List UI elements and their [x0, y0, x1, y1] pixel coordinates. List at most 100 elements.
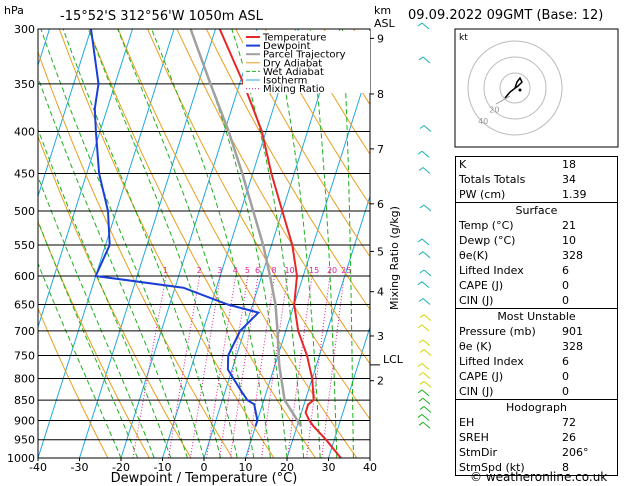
km-tick-label: 3 — [377, 330, 384, 343]
index-label: StmSpd (kt) — [459, 461, 525, 474]
x-tick-label: -10 — [154, 461, 172, 474]
pressure-tick-label: 800 — [14, 372, 35, 385]
most-unstable-section: Most Unstable — [455, 308, 618, 324]
legend-entry: Temperature — [262, 33, 326, 44]
mixing-ratio-line — [167, 275, 201, 458]
dry-adiabat-line — [38, 307, 109, 458]
pressure-tick-label: 650 — [14, 299, 35, 312]
most-unstable-row: CAPE (J) 0 — [456, 369, 618, 384]
wind-barb — [421, 414, 430, 421]
index-value: 0 — [562, 385, 569, 398]
hodograph-ring — [467, 40, 563, 136]
wind-barb — [422, 56, 431, 64]
pressure-tick-label: 700 — [14, 325, 35, 338]
km-tick-label: 4 — [377, 286, 384, 299]
run-date: 09.09.2022 09GMT (Base: 12) — [408, 8, 604, 23]
index-label: θe(K) — [459, 249, 489, 262]
mixing-ratio-label: 4 — [233, 266, 238, 275]
hodograph-ring-label: 40 — [478, 117, 488, 126]
dry-adiabat-line — [618, 29, 629, 458]
index-label: Lifted Index — [459, 355, 524, 368]
hodograph-storm-point — [518, 88, 522, 92]
pressure-tick-label: 550 — [14, 239, 35, 252]
hodograph-row: StmDir 206° — [456, 445, 618, 460]
hodograph-ring-label: 20 — [489, 106, 499, 115]
wind-barb-flag — [417, 389, 423, 394]
wind-barb — [423, 204, 432, 212]
hodograph-section: Hodograph — [455, 399, 618, 415]
most-unstable-row: θe (K) 328 — [456, 339, 618, 354]
mixing-ratio-line — [229, 275, 259, 458]
wind-barb — [421, 389, 430, 397]
wind-barb — [423, 380, 432, 388]
pressure-tick-label: 400 — [14, 126, 35, 139]
index-value: 8 — [562, 461, 569, 474]
hpa-unit-label: hPa — [4, 4, 24, 17]
mixing-ratio-line — [287, 275, 313, 458]
hodograph-row: StmSpd (kt) 8 — [456, 460, 618, 476]
wind-barb — [422, 372, 431, 379]
wind-barb-flag — [419, 406, 425, 410]
index-label: EH — [459, 416, 475, 429]
x-tick-label: 40 — [363, 461, 377, 474]
km-tick-label: 9 — [377, 32, 384, 45]
wind-barb — [421, 324, 430, 332]
hodograph-frame — [454, 28, 619, 148]
legend-entry: Mixing Ratio — [263, 84, 325, 95]
isotherm-line — [0, 29, 8, 458]
km-unit-label: km — [374, 4, 391, 17]
mixing-ratio-label: 25 — [341, 266, 351, 275]
index-value: 0 — [562, 279, 569, 292]
dry-adiabat-line — [294, 29, 370, 156]
x-tick-label: -20 — [112, 461, 130, 474]
pressure-tick-label: 850 — [14, 394, 35, 407]
wind-barb — [423, 314, 432, 321]
mixing-ratio-line — [206, 275, 237, 458]
wind-barb — [421, 281, 430, 289]
wind-barb — [422, 397, 431, 405]
mixing-ratio-axis-label: Mixing Ratio (g/kg) — [388, 206, 401, 310]
mixing-ratio-line — [189, 275, 221, 458]
index-row: PW (cm) 1.39 — [456, 187, 618, 203]
wind-barb-flag — [417, 363, 423, 367]
isotherm-line — [203, 29, 341, 458]
index-value: 0 — [562, 294, 569, 307]
wind-barb — [423, 349, 432, 356]
temperature-profile — [218, 29, 342, 458]
x-tick-label: 10 — [239, 461, 253, 474]
wind-barb-flag — [419, 349, 425, 353]
index-value: 10 — [562, 234, 576, 247]
surface-row: Lifted Index 6 — [456, 263, 618, 278]
location-title: -15°52'S 312°56'W 1050m ASL — [60, 9, 264, 24]
wind-barb-flag — [418, 339, 424, 344]
wind-barb — [421, 22, 430, 30]
pressure-tick-label: 450 — [14, 167, 35, 180]
index-label: Temp (°C) — [459, 219, 514, 232]
index-value: 6 — [562, 355, 569, 368]
hodograph-kt-label: kt — [459, 33, 468, 43]
isotherm-line — [120, 29, 258, 458]
mixing-ratio-label: 1 — [163, 266, 168, 275]
mixing-ratio-line — [306, 275, 331, 458]
x-tick-label: 20 — [280, 461, 294, 474]
isotherm-line — [286, 194, 370, 458]
wind-barb-flag — [419, 125, 425, 129]
legend-entry: Dewpoint — [263, 41, 311, 52]
pressure-tick-label: 500 — [14, 205, 35, 218]
index-label: Dewp (°C) — [459, 234, 516, 247]
wet-adiabat-line — [38, 262, 122, 458]
x-tick-label: -30 — [71, 461, 89, 474]
wind-barb-flag — [418, 251, 424, 256]
wind-barb — [422, 251, 431, 259]
mixing-ratio-line — [247, 275, 275, 458]
hodograph-storm-motion — [495, 95, 511, 105]
isotherm-line — [79, 29, 216, 458]
index-value: 26 — [562, 431, 576, 444]
dry-adiabat-line — [38, 50, 233, 458]
isotherm-line — [38, 29, 92, 198]
wind-barb-flag — [417, 22, 423, 27]
index-value: 34 — [562, 173, 576, 186]
index-label: Lifted Index — [459, 264, 524, 277]
hodograph-row: SREH 26 — [456, 430, 618, 445]
